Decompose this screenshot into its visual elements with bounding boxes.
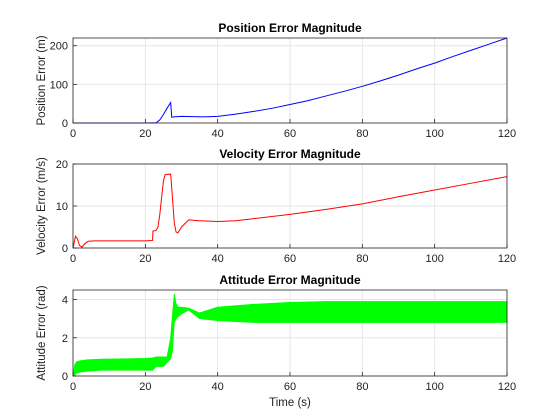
x-tick-label: 100 (425, 381, 443, 393)
y-axis-label: Velocity Error (m/s) (36, 157, 48, 255)
x-tick-label: 40 (212, 253, 224, 265)
attitude-error-plot: 0 20 40 60 80 100 120 0 2 4 Attitude Error Magnitu… (36, 273, 516, 409)
y-tick-label: 0 (62, 118, 68, 130)
y-tick-label: 0 (62, 371, 68, 383)
x-tick-label: 80 (356, 128, 368, 140)
x-tick-label: 120 (498, 253, 516, 265)
y-axis-label: Position Error (m) (36, 35, 48, 125)
x-tick-label: 0 (70, 381, 76, 393)
x-tick-label: 60 (284, 128, 296, 140)
x-tick-label: 20 (139, 128, 151, 140)
position-error-magnitude-title: Position Error Magnitude (218, 21, 362, 35)
x-tick-label: 100 (425, 128, 443, 140)
velocity-error-magnitude-title: Velocity Error Magnitude (219, 147, 361, 161)
x-tick-label: 40 (212, 128, 224, 140)
x-tick-label: 120 (498, 128, 516, 140)
x-tick-label: 20 (139, 381, 151, 393)
series-line (73, 37, 508, 124)
x-tick-label: 40 (212, 381, 224, 393)
x-tick-label: 0 (70, 253, 76, 265)
y-tick-label: 2 (62, 333, 68, 345)
x-tick-label: 80 (356, 253, 368, 265)
x-tick-label: 120 (498, 381, 516, 393)
x-axis-label: Time (s) (269, 397, 311, 409)
x-tick-label: 60 (284, 253, 296, 265)
y-tick-label: 20 (56, 159, 68, 171)
y-tick-label: 100 (50, 79, 68, 91)
attitude-error-magnitude-title: Attitude Error Magnitude (219, 273, 361, 287)
x-tick-label: 80 (356, 381, 368, 393)
y-tick-label: 4 (62, 295, 68, 307)
x-tick-label: 20 (139, 253, 151, 265)
y-tick-label: 0 (62, 243, 68, 255)
x-tick-label: 60 (284, 381, 296, 393)
position-error-plot: 0 20 40 60 80 100 120 0 100 200 Position Error Mag… (36, 21, 516, 140)
x-tick-label: 100 (425, 253, 443, 265)
velocity-error-plot: 0 20 40 60 80 100 120 0 10 20 Velocity Error Magni… (36, 147, 516, 265)
y-tick-label: 10 (56, 201, 68, 213)
x-tick-label: 0 (70, 128, 76, 140)
y-axis-label: Attitude Error (rad) (36, 285, 48, 380)
y-tick-label: 200 (50, 41, 68, 53)
series-line (72, 173, 508, 249)
